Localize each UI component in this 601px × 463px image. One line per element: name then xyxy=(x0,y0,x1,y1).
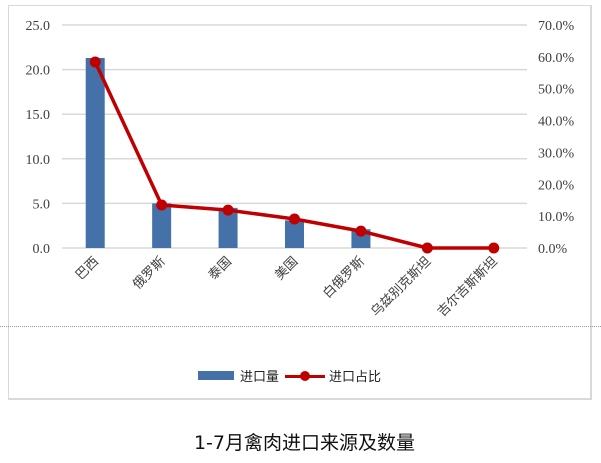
line-point-marker xyxy=(289,213,300,225)
line-point-marker xyxy=(355,225,367,237)
right-axis-tick-label: 40.0% xyxy=(538,115,575,130)
x-axis-tick-label: 巴西 xyxy=(73,254,102,283)
legend-line-marker-icon xyxy=(285,369,326,383)
right-axis-tick-label: 70.0% xyxy=(538,19,575,34)
x-axis-tick-label: 乌兹别克斯坦 xyxy=(368,254,434,320)
legend-line-label: 进口占比 xyxy=(329,370,382,385)
bar xyxy=(285,220,304,248)
left-axis-tick-label: 10.0 xyxy=(26,153,51,168)
page-divider xyxy=(0,326,601,327)
line-point-marker xyxy=(222,204,234,216)
line-point-marker xyxy=(156,199,168,211)
x-axis-tick-label: 俄罗斯 xyxy=(130,254,168,292)
line-series-import-share xyxy=(89,56,500,254)
left-axis-ticks: 0.0 5.0 10.0 15.0 20.0 25.0 xyxy=(26,19,51,257)
line-point-marker xyxy=(488,242,500,254)
bar xyxy=(152,203,172,248)
left-axis-tick-label: 20.0 xyxy=(26,64,51,79)
x-axis-tick-label: 白俄罗斯 xyxy=(320,254,368,302)
left-axis-tick-label: 15.0 xyxy=(26,108,51,123)
right-axis-tick-label: 30.0% xyxy=(538,146,575,161)
x-axis-labels: 巴西 俄罗斯 泰国 美国 白俄罗斯 乌兹别克斯坦 吉尔吉斯斯坦 xyxy=(73,254,501,320)
combo-chart: 0.0 5.0 10.0 15.0 20.0 25.0 0.0% 10.0% 20.0% 30.… xyxy=(26,19,575,320)
right-axis-ticks: 0.0% 10.0% 20.0% 30.0% 40.0% 50.0% 60.0% 70.0% xyxy=(538,19,575,257)
left-axis-tick-label: 25.0 xyxy=(26,19,51,34)
right-axis-tick-label: 20.0% xyxy=(538,178,575,193)
legend-bar-label: 进口量 xyxy=(240,370,280,385)
left-axis-tick-label: 0.0 xyxy=(33,242,51,257)
right-axis-tick-label: 10.0% xyxy=(538,210,575,225)
right-axis-tick-label: 60.0% xyxy=(538,51,575,66)
x-axis-tick-label: 美国 xyxy=(272,254,301,283)
x-axis-tick-label: 吉尔吉斯斯坦 xyxy=(435,254,501,320)
x-axis-tick-label: 泰国 xyxy=(206,254,235,283)
right-axis-tick-label: 50.0% xyxy=(538,83,575,98)
bar xyxy=(218,207,238,248)
bar xyxy=(85,58,105,249)
chart-caption: 1-7月禽肉进口来源及数量 xyxy=(193,432,416,454)
chart-frame xyxy=(8,5,592,400)
bar-series-import-volume xyxy=(85,58,371,249)
line-point-marker xyxy=(89,56,101,68)
legend-bar-swatch-icon xyxy=(198,371,234,380)
right-axis-tick-label: 0.0% xyxy=(538,242,568,257)
chart-legend: 进口量 进口占比 xyxy=(198,366,381,385)
line-point-marker xyxy=(421,242,433,254)
left-axis-tick-label: 5.0 xyxy=(33,197,51,212)
